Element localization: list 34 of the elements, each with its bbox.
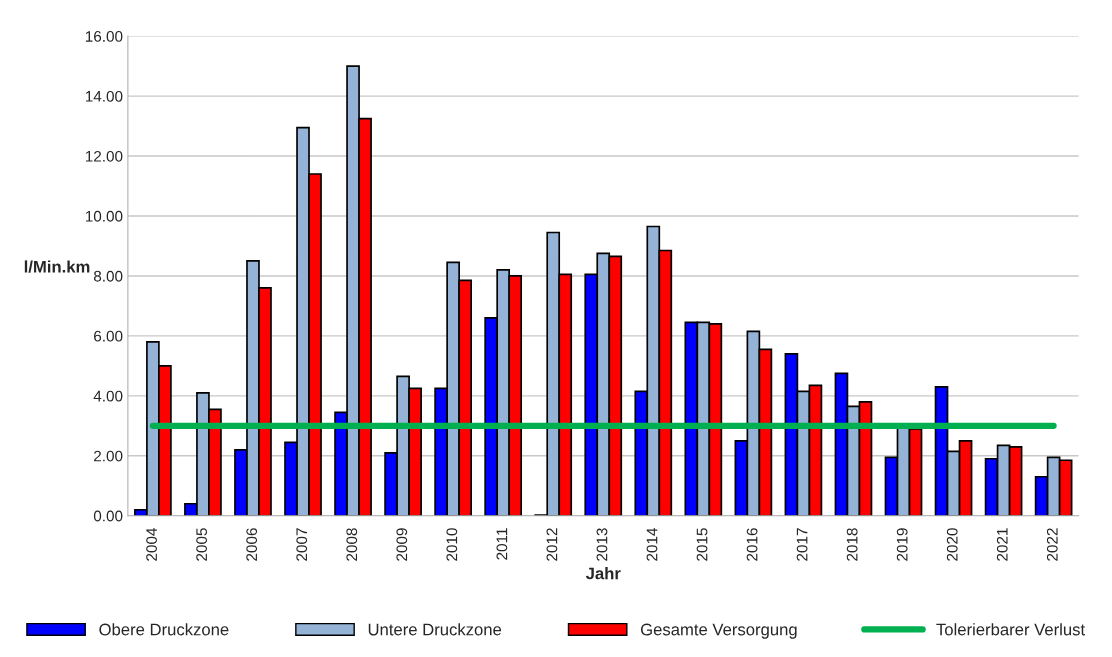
y-tick-label: 4.00 [93,390,123,402]
x-tick-label: 2020 [946,528,958,561]
y-tick-label: 8.00 [93,270,123,282]
x-tick-label: 2005 [196,528,208,561]
x-tick-label: 2012 [546,528,558,561]
legend-label: Untere Druckzone [368,623,502,636]
legend-label: Tolerierbarer Verlust [936,623,1085,636]
x-axis-title: Jahr [585,567,621,580]
x-tick-label: 2010 [446,528,458,561]
x-tick-label: 2011 [496,528,508,560]
y-tick-label: 12.00 [85,150,123,162]
y-tick-label: 14.00 [85,90,123,102]
x-tick-label: 2017 [796,528,808,561]
x-tick-label: 2015 [696,528,708,561]
y-tick-label: 2.00 [94,450,123,462]
legend-label: Obere Druckzone [99,623,229,636]
x-tick-label: 2013 [596,528,608,561]
x-tick-label: 2004 [146,527,157,561]
x-tick-label: 2016 [746,528,758,561]
x-tick-label: 2018 [846,528,858,561]
y-axis-title: l/Min.km [24,260,90,273]
x-tick-label: 2007 [296,528,308,561]
x-tick-label: 2019 [896,528,908,561]
y-tick-label: 0.00 [93,510,123,522]
y-tick-label: 16.00 [85,31,123,42]
x-tick-label: 2009 [396,528,408,561]
x-tick-label: 2006 [246,528,258,561]
x-tick-label: 2022 [1046,528,1058,561]
y-tick-label: 6.00 [94,330,123,342]
legend-label: Gesamte Versorgung [640,623,797,639]
x-tick-label: 2014 [646,527,658,561]
y-tick-label: 10.00 [85,210,123,222]
x-tick-label: 2021 [996,528,1008,561]
x-tick-label: 2008 [346,528,358,561]
